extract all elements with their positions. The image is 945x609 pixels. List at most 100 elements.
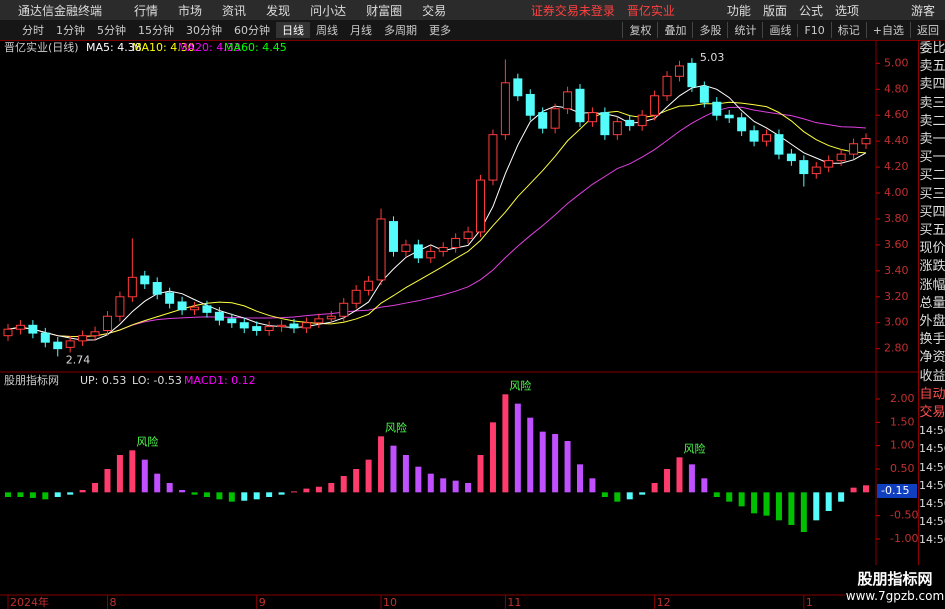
macd-bar: [863, 485, 869, 493]
stock-name: 晋亿实业: [626, 3, 675, 18]
indicator-tick-label: 1.00: [890, 439, 915, 452]
menu-item[interactable]: 功能: [726, 3, 751, 18]
menu-item[interactable]: 资讯: [222, 3, 247, 18]
tool-button[interactable]: 叠加: [657, 22, 692, 38]
quote-label: 买三: [919, 186, 945, 202]
candle-body: [861, 138, 871, 145]
period-tab[interactable]: 周线: [316, 24, 338, 37]
quote-label: 换手: [919, 332, 945, 348]
macd-bar: [726, 492, 733, 502]
menu-item[interactable]: 问小达: [310, 3, 347, 18]
user[interactable]: 游客: [910, 3, 935, 18]
menu-item[interactable]: 财富圈: [366, 3, 403, 18]
macd-bar: [216, 492, 223, 500]
tool-button[interactable]: 复权: [622, 22, 657, 38]
macd-bar: [514, 403, 521, 493]
period-tab[interactable]: 60分钟: [234, 24, 270, 37]
macd-bar: [713, 492, 720, 497]
candle-body: [227, 318, 237, 324]
macd-bar: [850, 487, 857, 493]
menu-item[interactable]: 行情: [134, 3, 159, 18]
indicator-legend: MACD1: 0.12: [184, 374, 256, 387]
ma-legend: MA10: 4.30: [132, 41, 195, 54]
quote-label: 收益: [919, 368, 945, 384]
price-tick-label: 3.00: [884, 316, 909, 329]
candle-body: [786, 153, 796, 162]
tool-button[interactable]: 画线: [762, 22, 797, 38]
candle-body: [376, 218, 386, 281]
macd-bar: [29, 492, 36, 498]
time-label: 14:56: [919, 424, 945, 438]
menu-item[interactable]: 发现: [266, 3, 291, 18]
quote-label: 净资: [919, 350, 945, 366]
macd-bar: [266, 492, 273, 497]
tool-button[interactable]: 多股: [692, 22, 727, 38]
macd-bar: [17, 492, 24, 497]
macd-bar: [241, 492, 248, 501]
quote-label: 卖一: [919, 132, 945, 148]
period-tab[interactable]: 多周期: [384, 24, 417, 37]
quote-label: 卖五: [919, 59, 945, 75]
quote-label: 买五: [919, 223, 945, 239]
time-label: 14:56: [919, 497, 945, 511]
macd-bar: [390, 445, 397, 493]
tool-button[interactable]: F10: [797, 23, 830, 37]
macd-bar: [577, 464, 583, 493]
trade-label: 交易: [919, 405, 945, 421]
menu-item[interactable]: 版面: [762, 3, 787, 18]
macd-bar: [626, 492, 633, 500]
menu-item[interactable]: 市场: [178, 3, 203, 18]
period-tab[interactable]: 日线: [276, 22, 310, 38]
candle-body: [811, 166, 821, 175]
macd-bar: [564, 441, 571, 493]
macd-bar: [775, 492, 782, 521]
tool-button[interactable]: 返回: [910, 22, 945, 38]
login-notice[interactable]: 证券交易未登录: [530, 3, 615, 18]
tool-button[interactable]: +自选: [865, 22, 910, 38]
price-tick-label: 4.40: [884, 134, 909, 147]
period-tab[interactable]: 分时: [22, 24, 44, 37]
quote-label: 买一: [919, 150, 945, 166]
menu-item[interactable]: 公式: [798, 3, 823, 18]
ma-legend: MA20: 4.33: [178, 41, 241, 54]
indicator-legend: UP: 0.53: [80, 374, 126, 387]
macd-bar: [552, 434, 559, 493]
time-label: 14:56: [919, 442, 945, 456]
macd-bar: [738, 492, 745, 507]
candle-body: [252, 326, 262, 331]
period-tab[interactable]: 月线: [350, 24, 372, 37]
risk-label: 风险: [683, 441, 705, 455]
candle-body: [600, 112, 610, 136]
tool-button[interactable]: 标记: [830, 22, 866, 38]
period-tab[interactable]: 1分钟: [56, 24, 85, 37]
menu-item[interactable]: 交易: [422, 3, 447, 18]
candle-body: [799, 160, 809, 175]
tool-button[interactable]: 统计: [727, 22, 762, 38]
period-tab[interactable]: 15分钟: [138, 24, 174, 37]
candle-body: [401, 244, 411, 252]
time-label: 14:56: [919, 460, 945, 474]
candle-body: [190, 306, 200, 311]
quote-label: 总量: [919, 295, 945, 311]
candle-body: [587, 112, 597, 123]
candle-body: [214, 311, 224, 321]
macd-bar: [179, 490, 186, 493]
candle-body: [3, 328, 13, 337]
candle-body: [53, 341, 63, 350]
period-tab[interactable]: 更多: [429, 24, 451, 37]
macd-bar: [141, 459, 148, 493]
menu-item[interactable]: 选项: [834, 3, 859, 18]
risk-label: 风险: [509, 378, 531, 392]
macd-bar: [228, 492, 235, 502]
macd-bar: [54, 492, 61, 497]
candle-body: [65, 340, 75, 348]
candle-body: [102, 315, 112, 331]
candle-body: [463, 231, 473, 239]
toolbar: 分时 1分钟 5分钟 15分钟 30分钟 60分钟 日线 周线 月线 多周期 更多 复权 叠加 多股 统计画…: [0, 20, 945, 41]
candle-body: [289, 323, 299, 329]
period-tab[interactable]: 30分钟: [186, 24, 222, 37]
period-tab[interactable]: 5分钟: [97, 24, 126, 37]
time-label: 14:56: [919, 478, 945, 492]
candle-body: [774, 134, 784, 155]
